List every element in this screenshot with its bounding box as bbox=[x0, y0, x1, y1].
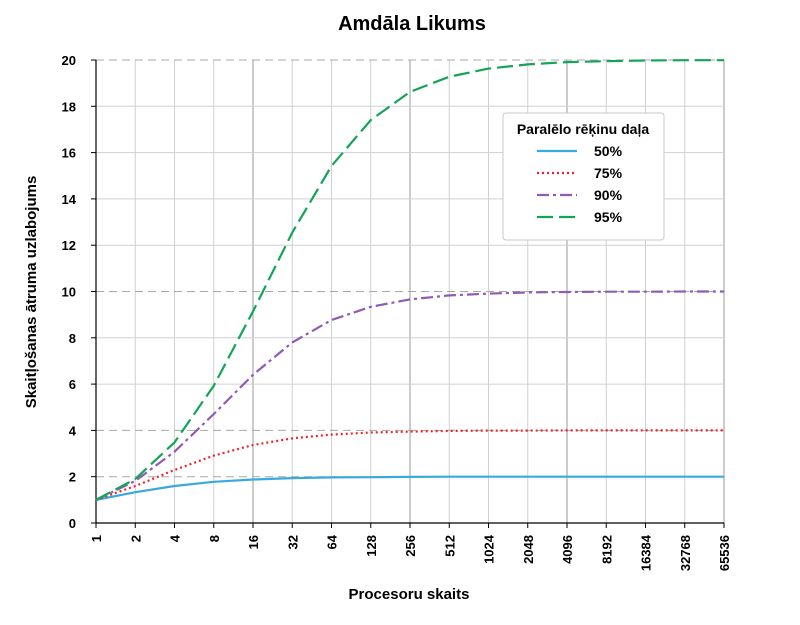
legend-box bbox=[502, 112, 665, 241]
x-axis-label: Procesoru skaits bbox=[349, 586, 470, 603]
y-axis-label: Skaitļošanas ātruma uzlabojums bbox=[23, 176, 40, 409]
x-tick-label: 1024 bbox=[482, 534, 497, 564]
x-tick-label: 65536 bbox=[717, 535, 732, 571]
series-line-50pct bbox=[95, 475, 724, 501]
x-tick-label: 256 bbox=[403, 535, 418, 557]
y-tick-label: 6 bbox=[69, 377, 76, 392]
series-line-75pct bbox=[95, 429, 724, 501]
legend-entry-label: 75% bbox=[594, 165, 623, 181]
x-tick-label: 512 bbox=[442, 535, 457, 557]
chart-title: Amdāla Likums bbox=[338, 13, 486, 35]
legend-entry-label: 50% bbox=[594, 143, 623, 159]
y-tick-label: 4 bbox=[69, 423, 77, 438]
y-tick-label: 14 bbox=[62, 192, 77, 207]
series-line-90pct bbox=[95, 290, 724, 501]
y-tick-label: 18 bbox=[62, 99, 76, 114]
x-tick-label: 4096 bbox=[560, 535, 575, 564]
y-tick-label: 10 bbox=[62, 285, 76, 300]
axes bbox=[91, 59, 725, 528]
x-tick-label: 128 bbox=[364, 535, 379, 557]
x-tick-label: 32 bbox=[285, 535, 300, 549]
x-tick-label: 32768 bbox=[678, 535, 693, 571]
x-tick-label: 2 bbox=[128, 535, 143, 542]
x-tick-label: 1 bbox=[89, 535, 104, 542]
x-tick-label: 16 bbox=[246, 535, 261, 549]
legend: Paralēlo rēķinu daļa 50% 75% 90% 95% bbox=[502, 112, 665, 241]
x-tick-label: 16384 bbox=[639, 534, 654, 571]
y-tick-label: 8 bbox=[69, 331, 76, 346]
legend-title: Paralēlo rēķinu daļa bbox=[517, 121, 649, 137]
legend-entries: 50% 75% 90% 95% bbox=[537, 143, 623, 225]
x-tick-label: 2048 bbox=[521, 535, 536, 564]
legend-entry-label: 90% bbox=[594, 187, 623, 203]
y-tick-label: 20 bbox=[62, 53, 76, 68]
y-tick-label: 16 bbox=[62, 146, 76, 161]
x-tick-label: 4 bbox=[168, 534, 183, 542]
y-tick-label: 0 bbox=[69, 516, 76, 531]
x-tick-label: 64 bbox=[325, 534, 340, 549]
y-tick-labels: 0 2 4 6 8 10 12 14 16 18 20 bbox=[62, 53, 77, 531]
series-lines bbox=[95, 59, 724, 501]
y-tick-label: 2 bbox=[69, 470, 76, 485]
series-line-95pct bbox=[95, 59, 724, 501]
x-tick-label: 8 bbox=[207, 535, 222, 542]
y-tick-label: 12 bbox=[62, 238, 76, 253]
legend-entry-label: 95% bbox=[594, 209, 623, 225]
x-tick-label: 8192 bbox=[599, 535, 614, 564]
x-tick-labels: 1 2 4 8 16 32 64 128 256 512 1024 2048 4096 8192 16384… bbox=[89, 534, 732, 571]
